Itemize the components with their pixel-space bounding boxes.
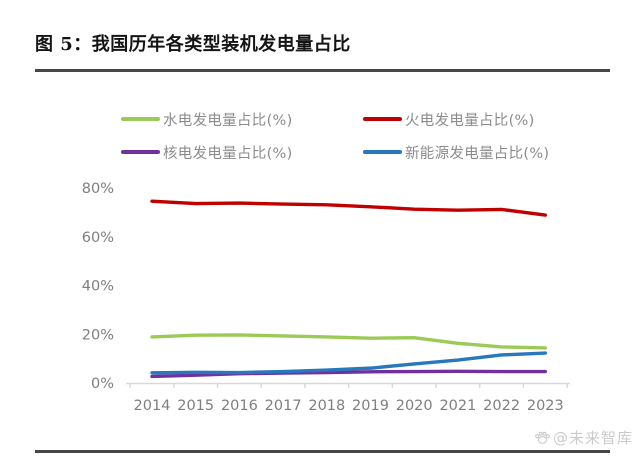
y-tick-label: 60% [82,230,114,246]
series-line-1 [150,199,547,217]
legend-label: 火电发电量占比(%) [405,112,535,129]
y-tick-label: 80% [82,181,114,197]
legend-label: 水电发电量占比(%) [163,112,293,129]
y-tick-label: 40% [82,279,114,295]
x-tick-label: 2022 [483,398,520,414]
x-tick-label: 2018 [308,398,345,414]
legend-label: 新能源发电量占比(%) [405,145,550,162]
x-tick-label: 2019 [352,398,389,414]
x-tick-label: 2021 [439,398,476,414]
title-divider [35,69,610,72]
series-line-2 [150,369,547,379]
legend-swatch-icon [363,149,402,155]
chart-legend: 水电发电量占比(%) 火电发电量占比(%) 核电发电量占比(%) 新能源发电量占比(%… [121,110,550,162]
legend-swatch-icon [121,149,160,155]
legend-swatch-icon [363,116,402,122]
legend-item-0: 水电发电量占比(%) [121,110,363,129]
y-tick-label: 20% [82,327,114,343]
x-tick-label: 2015 [177,398,214,414]
x-tick-label: 2020 [396,398,433,414]
watermark: @未来智库 [534,427,633,448]
x-axis-labels: 2014 2015 2016 2017 2018 2019 2020 2021 2022 2023 [134,398,564,414]
x-tick-label: 2016 [221,398,258,414]
x-tick-label: 2023 [527,398,564,414]
y-tick-label: 0% [91,376,114,392]
legend-label: 核电发电量占比(%) [163,145,293,162]
y-axis-labels: 0% 20% 40% 60% 80% [82,181,114,392]
paw-icon [535,431,550,444]
x-axis [126,382,570,388]
watermark-text: @未来智库 [552,429,633,447]
bottom-divider [35,450,610,453]
legend-item-1: 火电发电量占比(%) [363,110,549,129]
series-line-0 [150,333,547,350]
legend-item-2: 核电发电量占比(%) [121,143,363,162]
series-line-3 [150,351,547,375]
figure-title: 图 5：我国历年各类型装机发电量占比 [35,34,351,55]
legend-swatch-icon [121,116,160,122]
legend-item-3: 新能源发电量占比(%) [363,143,550,162]
x-tick-label: 2014 [134,398,171,414]
x-tick-label: 2017 [265,398,302,414]
